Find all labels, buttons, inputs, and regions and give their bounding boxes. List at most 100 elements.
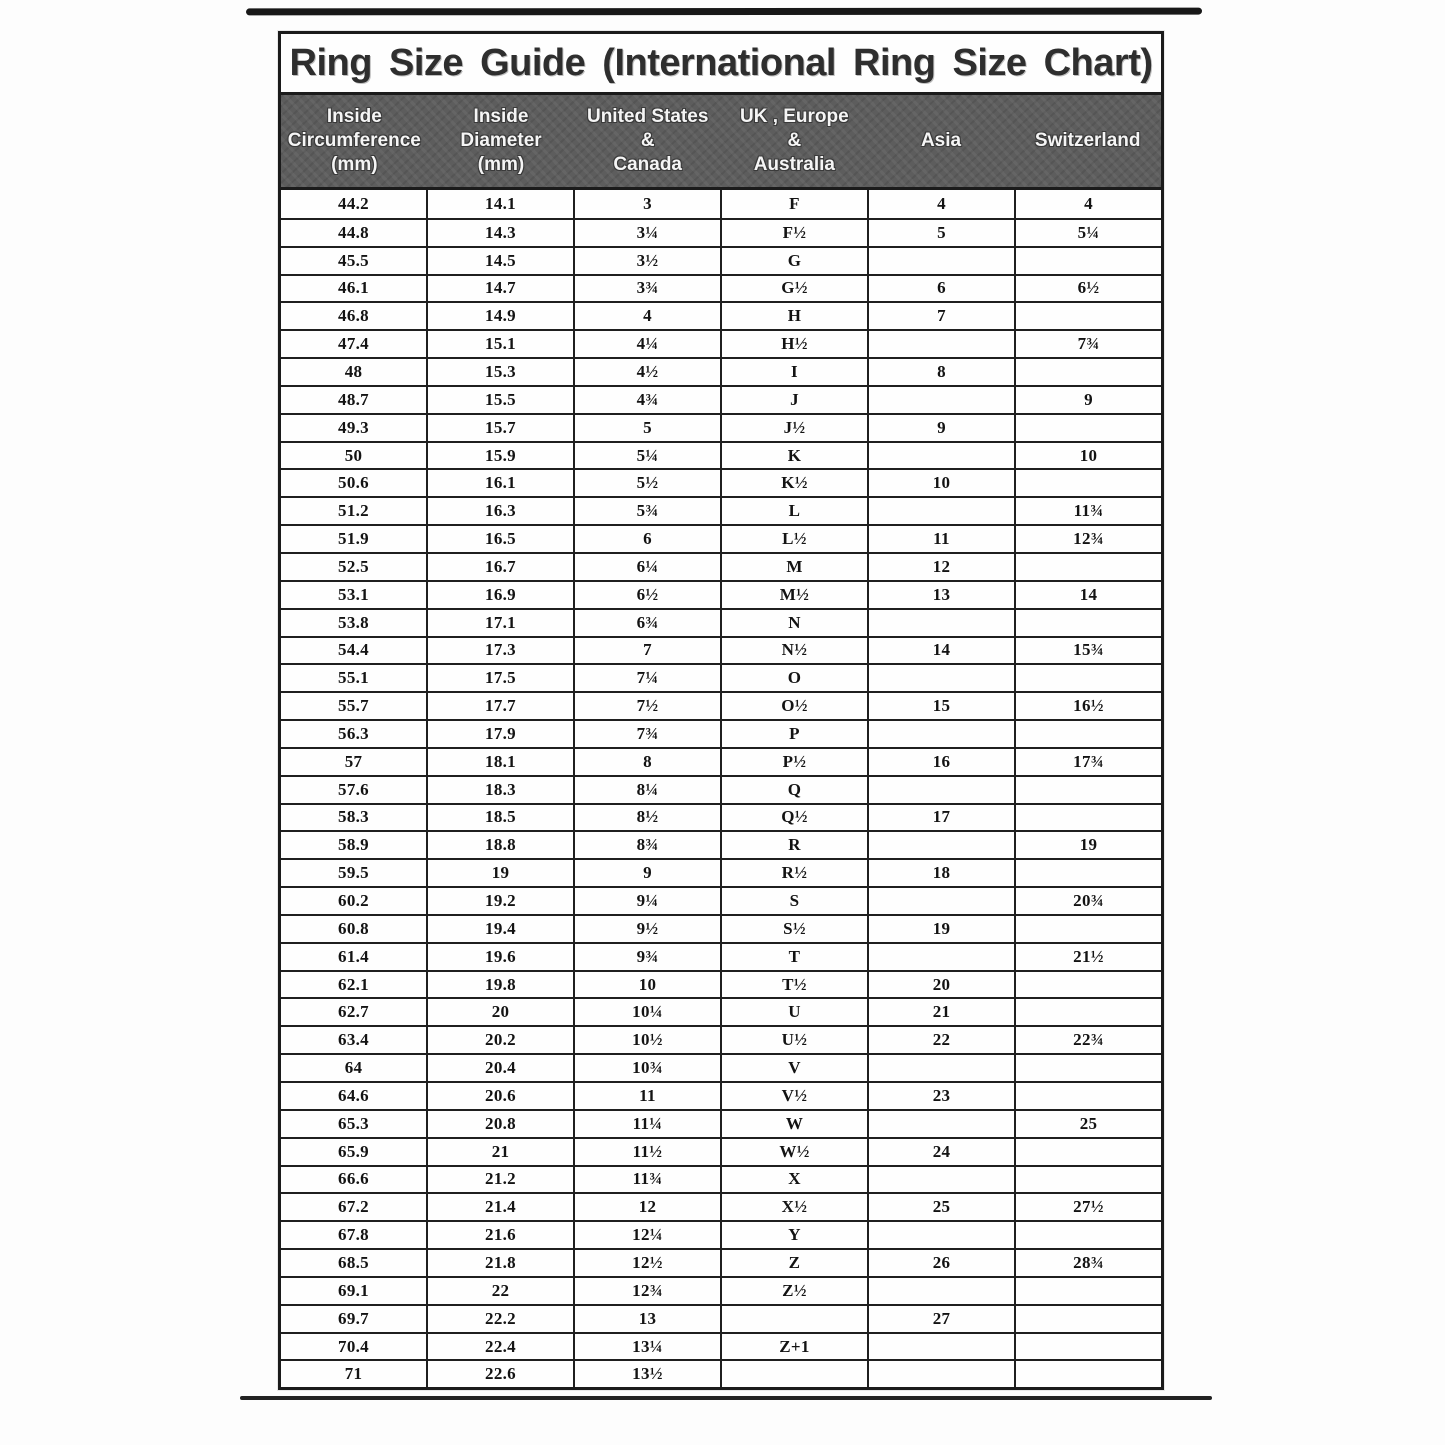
table-cell: 16.7: [426, 553, 573, 580]
table-cell: G½: [720, 275, 867, 302]
table-cell: Z+1: [720, 1333, 867, 1360]
table-row: 44.2 14.1 3 F 4 4: [281, 190, 1161, 218]
table-cell: H½: [720, 331, 867, 358]
table-cell: 15¾: [1014, 637, 1161, 664]
table-cell: Z½: [720, 1277, 867, 1304]
table-cell: 6: [867, 275, 1014, 302]
table-cell: 20.4: [426, 1055, 573, 1081]
table-cell: 12: [867, 553, 1014, 580]
table-cell: 57: [344, 751, 363, 771]
table-cell: 55.7: [338, 696, 369, 716]
table-cell: 21.8: [426, 1250, 573, 1276]
table-cell: M½: [720, 581, 867, 608]
table-cell: 19.2: [426, 888, 573, 914]
table-cell: K: [720, 442, 867, 469]
table-cell: [1014, 609, 1161, 636]
table-cell: [1014, 1138, 1161, 1165]
table-cell: 6½: [1014, 275, 1161, 302]
table-row: 68.5 21.8 12½ Z 26 28¾: [281, 1248, 1161, 1276]
table-row: 55.7 17.7 7½ O½ 15 16½: [281, 691, 1161, 720]
table-cell: [1014, 553, 1161, 580]
header-us-canada: United States & Canada: [586, 106, 709, 175]
table-cell: 16.5: [426, 526, 573, 552]
table-cell: 13¼: [573, 1333, 720, 1360]
table-cell: [720, 1305, 867, 1332]
table-cell: 22: [867, 1027, 1014, 1054]
table-cell: S: [720, 888, 867, 914]
table-cell: 57.6: [338, 779, 369, 799]
table-cell: 12¾: [573, 1277, 720, 1304]
table-cell: [867, 386, 1014, 413]
table-cell: [1014, 303, 1161, 330]
table-cell: 20¾: [1014, 888, 1161, 914]
table-cell: N: [720, 609, 867, 636]
table-cell: 19: [867, 915, 1014, 942]
table-cell: 11: [867, 526, 1014, 552]
table-cell: 25: [867, 1194, 1014, 1221]
table-row: 46.1 14.7 3¾ G½ 6 6½: [281, 273, 1161, 302]
table-cell: 21: [426, 1138, 573, 1165]
table-row: 47.4 15.1 4¼ H½ 7¾: [281, 329, 1161, 358]
table-row: 69.1 22 12¾ Z½: [281, 1275, 1161, 1304]
table-cell: 22: [426, 1277, 573, 1304]
table-cell: 14.1: [426, 190, 573, 218]
table-cell: 45.5: [338, 250, 369, 270]
table-cell: 7¾: [573, 721, 720, 747]
table-row: 70.4 22.4 13¼ Z+1: [281, 1331, 1161, 1360]
table-cell: 53.8: [338, 612, 369, 632]
table-cell: 15.1: [426, 331, 573, 358]
table-cell: 11½: [573, 1138, 720, 1165]
table-cell: 16: [867, 748, 1014, 775]
table-cell: 64: [344, 1058, 363, 1078]
table-cell: I: [720, 359, 867, 385]
table-cell: 19.8: [426, 971, 573, 998]
table-cell: H: [720, 303, 867, 330]
table-cell: 13½: [573, 1361, 720, 1388]
table-row: 60.2 19.2 9¼ S 20¾: [281, 886, 1161, 914]
table-cell: F½: [720, 219, 867, 246]
table-cell: 17: [867, 804, 1014, 831]
table-cell: [867, 1110, 1014, 1137]
table-cell: 10: [573, 971, 720, 998]
table-cell: [1014, 665, 1161, 692]
table-cell: 7¾: [1014, 331, 1161, 358]
table-cell: 48: [344, 361, 363, 381]
table-cell: 62.1: [338, 974, 369, 994]
table-cell: 6½: [573, 581, 720, 608]
table-row: 66.6 21.2 11¾ X: [281, 1164, 1161, 1193]
table-cell: 13: [867, 581, 1014, 608]
table-cell: 54.4: [338, 640, 369, 660]
table-cell: [867, 331, 1014, 358]
bottom-rule: [240, 1396, 1212, 1400]
table-cell: 22.4: [426, 1333, 573, 1360]
table-row: 57 18.1 8 P½ 16 17¾: [281, 746, 1161, 775]
table-cell: 6¾: [573, 609, 720, 636]
header-asia: Asia: [920, 130, 962, 152]
table-cell: [867, 1361, 1014, 1388]
table-cell: 11¾: [573, 1166, 720, 1193]
table-cell: 19.4: [426, 915, 573, 942]
table-cell: 49.3: [338, 417, 369, 437]
table-body: 44.2 14.1 3 F 4 4 44.8 14.3 3¼ F½ 5 5¼ 45.5 14.5 3½ G 46…: [281, 187, 1161, 1388]
table-row: 64 20.4 10¾ V: [281, 1053, 1161, 1081]
table-cell: [1014, 1277, 1161, 1304]
table-cell: 4¼: [573, 331, 720, 358]
header-uk-europe-australia: UK , Europe & Australia: [739, 106, 849, 175]
table-row: 52.5 16.7 6¼ M 12: [281, 551, 1161, 580]
table-row: 67.8 21.6 12¼ Y: [281, 1220, 1161, 1249]
table-cell: R: [720, 832, 867, 859]
table-cell: 5¼: [1014, 219, 1161, 246]
table-cell: 19: [426, 860, 573, 887]
table-cell: 21: [867, 999, 1014, 1026]
table-cell: [867, 1222, 1014, 1249]
table-cell: 21.6: [426, 1222, 573, 1249]
table-cell: [1014, 721, 1161, 747]
table-cell: X½: [720, 1194, 867, 1221]
table-cell: 55.1: [338, 668, 369, 688]
table-cell: 9¼: [573, 888, 720, 914]
table-row: 64.6 20.6 11 V½ 23: [281, 1081, 1161, 1109]
table-cell: 11¾: [1014, 498, 1161, 525]
table-row: 71 22.6 13½: [281, 1359, 1161, 1388]
table-cell: [867, 1333, 1014, 1360]
table-cell: 17¾: [1014, 748, 1161, 775]
